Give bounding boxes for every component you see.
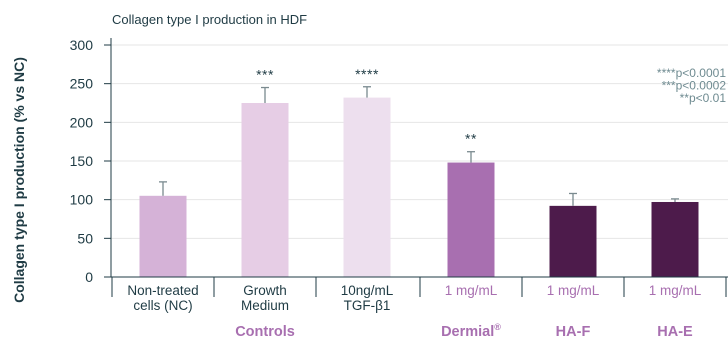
x-tick-label: Growth <box>243 283 287 298</box>
axes <box>110 38 728 297</box>
significance-labels: *** ****** <box>256 66 477 147</box>
gridlines <box>111 44 728 239</box>
x-tick-label: 10ng/mL <box>341 283 394 298</box>
group-label: HA-F <box>556 324 591 338</box>
x-tick-label: 1 mg/mL <box>445 283 498 298</box>
bar <box>651 201 699 277</box>
group-label-superscript: ® <box>494 322 501 332</box>
group-label: Dermial® <box>441 322 501 338</box>
x-tick-label: cells (NC) <box>133 298 192 313</box>
significance-label: ** <box>465 131 477 147</box>
bar <box>139 195 187 277</box>
y-tick-label: 300 <box>70 37 94 53</box>
significance-label: *** <box>256 67 274 83</box>
group-label: HA-E <box>657 324 693 338</box>
y-tick-label: 0 <box>85 269 93 285</box>
y-tick-label: 250 <box>70 76 94 92</box>
group-labels: Controls Dermial® HA-F HA-E <box>235 322 693 338</box>
y-axis-label: Collagen type I production (% vs NC) <box>11 57 27 303</box>
legend-entry: ****p<0.0001 <box>657 66 726 80</box>
x-tick-label: 1 mg/mL <box>547 283 600 298</box>
x-tick-label: Medium <box>241 298 289 313</box>
y-tick-label: 50 <box>77 230 93 246</box>
bar <box>549 205 597 277</box>
bar <box>447 162 495 277</box>
x-tick-label: TGF-β1 <box>344 298 391 313</box>
y-axis-ticks: 0 50 100 150 200 250 300 <box>70 37 111 285</box>
error-bars <box>159 86 679 206</box>
legend-entry: **p<0.01 <box>680 91 727 105</box>
x-tick-label: 1 mg/mL <box>649 283 702 298</box>
chart-title: Collagen type I production in HDF <box>112 12 307 27</box>
legend-entry: ***p<0.0002 <box>662 79 727 93</box>
y-tick-label: 100 <box>70 192 94 208</box>
significance-label: **** <box>355 66 379 82</box>
y-tick-label: 150 <box>70 153 94 169</box>
bar <box>343 97 391 277</box>
significance-legend: ****p<0.0001***p<0.0002**p<0.01 <box>657 66 726 105</box>
bars <box>139 97 699 277</box>
y-tick-label: 200 <box>70 114 94 130</box>
x-tick-label: Non-treated <box>127 283 198 298</box>
group-label: Controls <box>235 324 295 338</box>
bar <box>241 103 289 277</box>
